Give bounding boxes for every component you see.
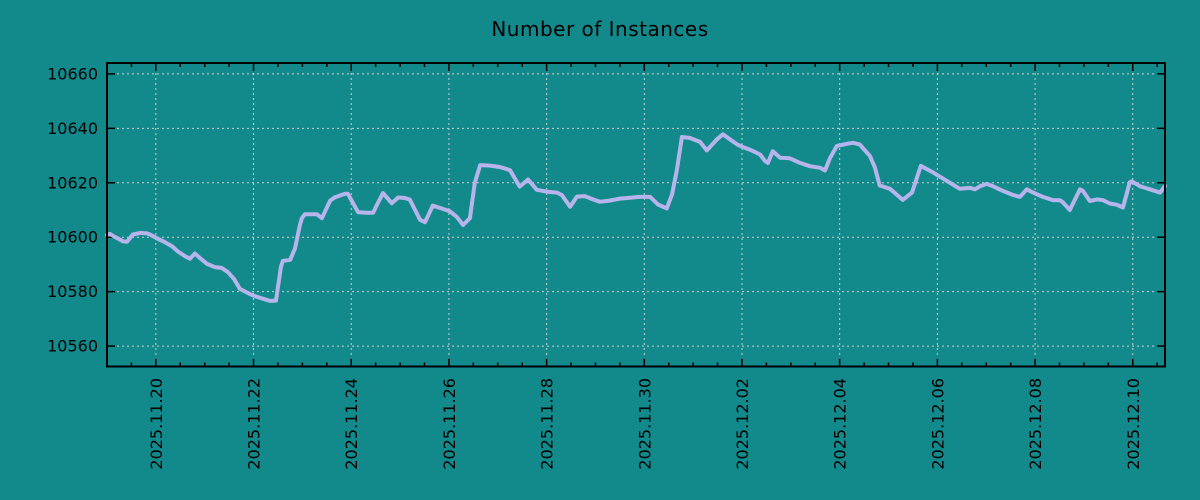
- y-tick-label: 10640: [47, 119, 98, 138]
- x-tick-label: 2025.11.24: [342, 378, 361, 470]
- x-tick-label: 2025.11.22: [245, 378, 264, 470]
- x-tick-label: 2025.11.30: [635, 378, 654, 470]
- chart-title: Number of Instances: [491, 17, 709, 41]
- y-tick-label: 10620: [47, 173, 98, 192]
- x-tick-label: 2025.11.20: [147, 378, 166, 470]
- y-tick-label: 10600: [47, 228, 98, 247]
- plot-border: [106, 62, 1166, 368]
- x-tick-label: 2025.11.26: [440, 378, 459, 470]
- x-tick-label: 2025.11.28: [538, 378, 557, 470]
- gridlines: [107, 63, 1165, 367]
- y-tick-label: 10560: [47, 337, 98, 356]
- x-tick-label: 2025.12.04: [831, 378, 850, 470]
- y-tick-label: 10660: [47, 64, 98, 83]
- axis-labels: 10560 10580 10600 10620 10640 10660 2025.11.20…: [47, 64, 1143, 469]
- y-tick-label: 10580: [47, 282, 98, 301]
- x-tick-label: 2025.12.02: [733, 378, 752, 470]
- x-tick-label: 2025.12.10: [1124, 378, 1143, 470]
- axis-ticks: [106, 63, 1165, 367]
- x-tick-label: 2025.12.06: [928, 378, 947, 470]
- x-tick-label: 2025.12.08: [1026, 378, 1045, 470]
- data-line-instances: [105, 132, 1167, 303]
